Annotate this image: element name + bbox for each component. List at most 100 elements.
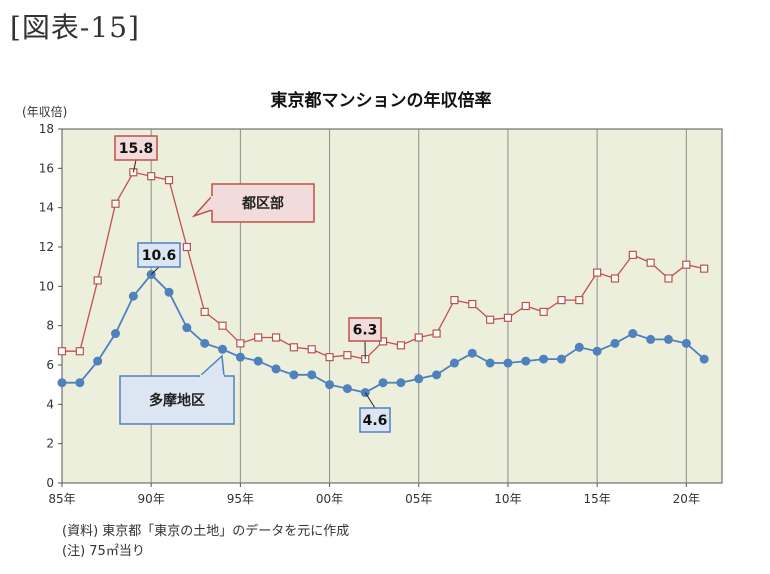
data-point-marker xyxy=(75,378,85,388)
data-point-marker xyxy=(628,329,638,339)
data-point-marker xyxy=(93,356,103,366)
data-point-marker xyxy=(485,358,495,368)
legend-callout-label: 多摩地区 xyxy=(149,392,205,409)
legend-callout-box xyxy=(211,183,315,223)
data-point-marker xyxy=(378,378,388,388)
data-point-marker xyxy=(556,354,566,364)
data-label-0: 15.8 xyxy=(114,135,158,173)
data-point-marker xyxy=(128,291,138,301)
data-point-marker xyxy=(610,274,620,283)
data-point-marker xyxy=(111,199,120,208)
y-axis-label: (年収倍) xyxy=(22,104,67,119)
y-tick-label: 18 xyxy=(39,122,54,136)
data-label-leader xyxy=(150,266,160,275)
data-point-marker xyxy=(574,342,584,352)
data-label-box xyxy=(348,317,382,342)
chart-title: 東京都マンションの年収倍率 xyxy=(271,90,492,111)
data-point-marker xyxy=(432,370,442,380)
data-point-marker xyxy=(271,333,281,342)
data-label-box xyxy=(137,242,181,268)
series-layer xyxy=(57,168,709,398)
figure-label: [図表-15] xyxy=(10,11,140,44)
data-point-marker xyxy=(235,352,245,362)
data-point-marker xyxy=(592,346,602,356)
data-point-marker xyxy=(521,356,531,366)
x-tick-label: 90年 xyxy=(138,492,165,506)
data-point-marker xyxy=(682,260,691,269)
data-point-marker xyxy=(646,258,655,267)
y-tick-label: 14 xyxy=(39,201,54,215)
data-label-3: 4.6 xyxy=(359,392,391,433)
data-point-marker xyxy=(218,321,227,330)
data-label-1: 10.6 xyxy=(137,242,181,275)
data-point-marker xyxy=(75,347,84,356)
data-point-marker xyxy=(218,344,228,354)
x-tick-label: 85年 xyxy=(48,492,75,506)
data-label-leader xyxy=(364,392,376,409)
data-point-marker xyxy=(325,353,334,362)
data-point-marker xyxy=(663,334,673,344)
data-point-marker xyxy=(93,276,102,285)
data-label-text: 4.6 xyxy=(363,413,388,429)
data-label-text: 15.8 xyxy=(119,141,154,157)
x-tick-label: 20年 xyxy=(673,492,700,506)
data-point-marker xyxy=(593,268,602,277)
data-point-marker xyxy=(414,374,424,384)
data-point-marker xyxy=(467,348,477,358)
data-point-marker xyxy=(699,354,709,364)
legend-callout-label: 都区部 xyxy=(241,195,284,212)
data-point-marker xyxy=(289,370,299,380)
y-tick-label: 10 xyxy=(39,279,54,293)
y-tick-label: 2 xyxy=(46,437,54,451)
data-point-marker xyxy=(325,380,335,390)
data-point-marker xyxy=(450,296,459,305)
data-point-marker xyxy=(449,358,459,368)
data-point-marker xyxy=(539,354,549,364)
data-point-marker xyxy=(164,287,174,297)
data-point-marker xyxy=(307,370,317,380)
legend-callout-1: 多摩地区 xyxy=(119,354,235,425)
data-point-marker xyxy=(646,334,656,344)
x-tick-label: 15年 xyxy=(583,492,610,506)
data-point-marker xyxy=(111,329,121,339)
y-tick-label: 4 xyxy=(46,397,54,411)
x-tick-label: 10年 xyxy=(494,492,521,506)
data-point-marker xyxy=(271,364,281,374)
y-tick-label: 6 xyxy=(46,358,54,372)
data-point-marker xyxy=(307,345,316,354)
data-point-marker xyxy=(468,299,477,309)
data-point-marker xyxy=(57,378,67,388)
y-tick-label: 12 xyxy=(39,240,54,254)
data-point-marker xyxy=(575,296,584,305)
data-point-marker xyxy=(610,338,620,348)
data-point-marker xyxy=(486,315,495,324)
legend-callout-0: 都区部 xyxy=(191,183,315,223)
y-tick-label: 8 xyxy=(46,319,54,333)
data-point-marker xyxy=(681,338,691,348)
x-tick-label: 95年 xyxy=(227,492,254,506)
data-point-marker xyxy=(557,296,566,305)
x-tick-label: 00年 xyxy=(316,492,343,506)
unit-footnote: (注) 75㎡当り xyxy=(62,544,145,559)
axis-layer: 85年 90年 95年 00年 05年 10年 15年 20年 0 2 4 6 8 10 12 14 16 18 xyxy=(39,122,700,506)
data-label-box xyxy=(114,135,158,161)
data-point-marker xyxy=(147,172,156,181)
data-point-marker xyxy=(254,333,263,342)
source-note: (資料) 東京都「東京の土地」のデータを元に作成 xyxy=(62,524,350,539)
data-point-marker xyxy=(700,264,709,273)
data-point-marker xyxy=(343,351,352,360)
data-point-marker xyxy=(342,384,352,394)
data-point-marker xyxy=(57,347,67,356)
data-label-text: 10.6 xyxy=(142,248,177,264)
data-point-marker xyxy=(503,313,513,322)
data-point-marker xyxy=(414,333,423,342)
data-label-leader xyxy=(132,159,137,173)
data-point-marker xyxy=(164,176,174,185)
data-point-marker xyxy=(200,338,210,348)
data-point-marker xyxy=(182,323,192,333)
data-point-marker xyxy=(539,307,548,316)
data-point-marker xyxy=(200,307,209,316)
x-tick-label: 05年 xyxy=(405,492,432,506)
